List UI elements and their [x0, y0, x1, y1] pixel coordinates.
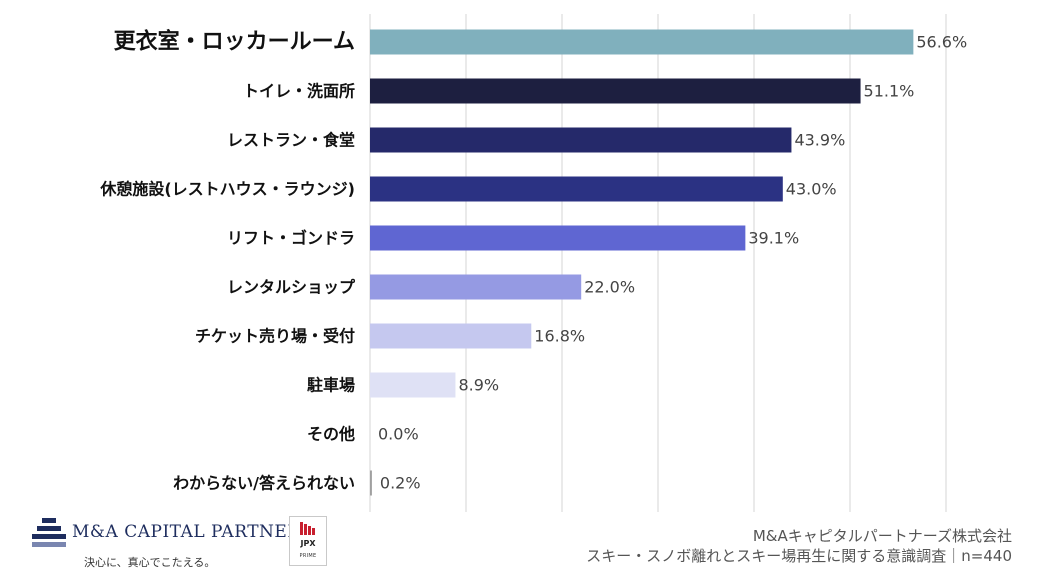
category-label: レンタルショップ: [227, 278, 356, 297]
value-label: 8.9%: [458, 376, 499, 395]
category-label: トイレ・洗面所: [243, 82, 355, 101]
value-label: 22.0%: [584, 278, 635, 297]
bar: [370, 470, 372, 496]
bar: [370, 176, 783, 202]
category-label: 駐車場: [307, 376, 355, 395]
jpx-badge-sub: PRIME: [299, 553, 317, 559]
category-label: その他: [307, 425, 355, 444]
category-label: 休憩施設(レストハウス・ラウンジ): [99, 180, 355, 199]
jpx-badge-text: JPX: [300, 539, 316, 548]
company-logo: M&A CAPITAL PARTNERS 決心に、真心でこたえる。: [30, 512, 312, 572]
source-company: M&Aキャピタルパートナーズ株式会社: [752, 527, 1012, 545]
value-label: 43.0%: [786, 180, 837, 199]
source-survey: スキー・スノボ離れとスキー場再生に関する意識調査｜n=440: [586, 547, 1012, 565]
bar: [370, 323, 532, 349]
value-label: 39.1%: [748, 229, 799, 248]
category-label: レストラン・食堂: [227, 131, 355, 150]
category-label: チケット売り場・受付: [195, 327, 355, 346]
value-label: 16.8%: [534, 327, 585, 346]
source-note: M&Aキャピタルパートナーズ株式会社 スキー・スノボ離れとスキー場再生に関する意…: [586, 526, 1012, 566]
value-label: 43.9%: [794, 131, 845, 150]
bar: [370, 372, 456, 398]
bar: [370, 274, 582, 300]
category-label: リフト・ゴンドラ: [227, 229, 355, 248]
value-label: 56.6%: [916, 33, 967, 52]
logo-tagline: 決心に、真心でこたえる。: [84, 556, 216, 569]
jpx-prime-badge: JPX PRIME: [289, 516, 327, 566]
jpx-bars-icon: [300, 522, 316, 535]
bar: [370, 225, 746, 251]
value-label: 0.2%: [380, 474, 421, 493]
mac-stacked-bars-icon: [32, 518, 66, 550]
category-label: 更衣室・ロッカールーム: [114, 29, 355, 55]
bar: [370, 29, 914, 55]
bar: [370, 127, 792, 153]
logo-company-name: M&A CAPITAL PARTNERS: [72, 522, 313, 542]
value-label: 0.0%: [378, 425, 419, 444]
category-label: わからない/答えられない: [173, 474, 355, 493]
value-label: 51.1%: [864, 82, 915, 101]
bar-chart: 更衣室・ロッカールーム 56.6% トイレ・洗面所 51.1% レストラン・食堂 43.9…: [99, 14, 967, 512]
bar: [370, 78, 861, 104]
